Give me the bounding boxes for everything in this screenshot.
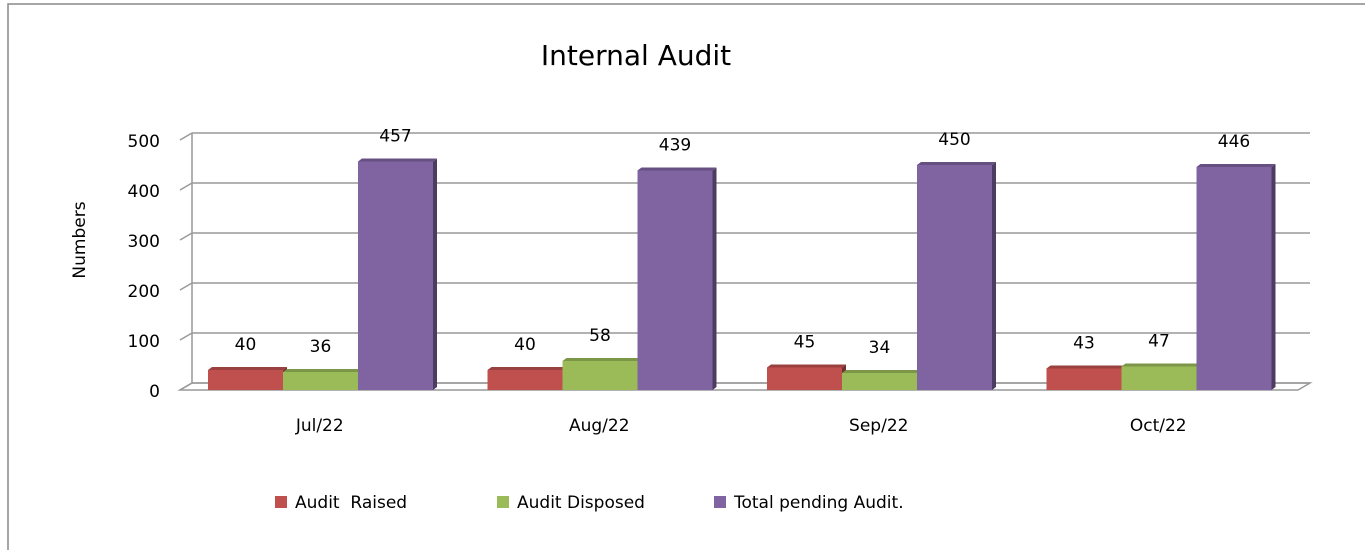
- y-tick-label: 200: [128, 282, 160, 302]
- data-label: 43: [1073, 334, 1095, 354]
- bar: [487, 370, 563, 390]
- bar-top: [842, 370, 921, 373]
- y-tick-label: 500: [128, 132, 160, 152]
- x-tick-label: Oct/22: [1130, 416, 1187, 436]
- bar-top: [767, 364, 846, 368]
- grid-tick: [179, 182, 193, 191]
- data-label: 47: [1148, 332, 1170, 352]
- data-label: 40: [514, 335, 536, 355]
- bar: [1196, 167, 1272, 390]
- bar: [358, 161, 433, 390]
- bar: [842, 373, 917, 390]
- bar-side: [992, 162, 996, 390]
- y-axis-label: Numbers: [70, 201, 90, 278]
- grid-tick: [179, 332, 193, 341]
- data-label: 34: [869, 338, 891, 358]
- bar: [562, 361, 638, 390]
- bar-side: [1271, 164, 1276, 390]
- x-tick-label: Jul/22: [295, 416, 344, 436]
- bar: [283, 372, 358, 390]
- bar: [637, 170, 713, 390]
- bar-top: [562, 358, 642, 361]
- legend-label: Total pending Audit.: [733, 493, 904, 513]
- y-tick-label: 300: [128, 232, 160, 252]
- data-label: 45: [794, 333, 816, 353]
- data-label: 439: [659, 136, 691, 156]
- bar-top: [1046, 365, 1126, 369]
- bar-top: [637, 167, 717, 171]
- data-label: 36: [310, 337, 332, 357]
- bar-top: [283, 369, 362, 372]
- legend-label: Audit Disposed: [517, 493, 645, 513]
- bar: [1121, 366, 1197, 390]
- bar-top: [1121, 363, 1201, 367]
- bar: [208, 370, 283, 390]
- legend-swatch: [275, 496, 287, 508]
- data-label: 40: [235, 335, 257, 355]
- bar-side: [433, 158, 437, 390]
- grid-tick: [179, 132, 193, 141]
- bar-top: [917, 162, 996, 165]
- data-label: 58: [589, 326, 611, 346]
- legend-label: Audit Raised: [295, 493, 407, 513]
- grid-tick: [179, 282, 193, 291]
- data-label: 457: [379, 127, 411, 147]
- legend-swatch: [497, 496, 509, 508]
- bar-top: [1196, 164, 1276, 167]
- data-label: 450: [938, 130, 970, 150]
- bar-side: [712, 167, 717, 390]
- grid-tick: [179, 232, 193, 241]
- legend-swatch: [714, 496, 726, 508]
- grid-tick: [179, 382, 193, 391]
- bar: [917, 165, 992, 390]
- chart-frame: [7, 3, 1365, 554]
- bar: [767, 367, 842, 390]
- bar-top: [358, 158, 437, 162]
- y-tick-label: 100: [128, 332, 160, 352]
- y-tick-label: 0: [149, 382, 160, 402]
- chart-title: Internal Audit: [541, 39, 731, 72]
- y-tick-label: 400: [128, 182, 160, 202]
- x-tick-label: Sep/22: [849, 416, 908, 436]
- bar-top: [208, 367, 287, 370]
- bar-top: [487, 367, 567, 370]
- bar: [1046, 368, 1122, 390]
- x-tick-label: Aug/22: [569, 416, 630, 436]
- data-label: 446: [1218, 132, 1250, 152]
